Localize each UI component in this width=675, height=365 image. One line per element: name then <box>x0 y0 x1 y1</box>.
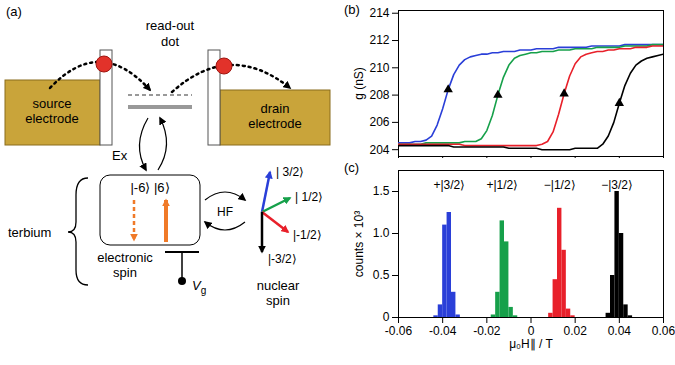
html-text:(b): (b) <box>344 2 360 17</box>
svg-text:source: source <box>32 96 71 111</box>
svg-text:212: 212 <box>369 33 389 47</box>
svg-text:0: 0 <box>527 324 535 338</box>
svg-text:−|1/2⟩: −|1/2⟩ <box>544 178 576 192</box>
svg-text:counts × 10³: counts × 10³ <box>352 211 366 277</box>
svg-text:|-6⟩ |6⟩: |-6⟩ |6⟩ <box>130 180 169 195</box>
svg-text:| 3/2⟩: | 3/2⟩ <box>276 165 304 179</box>
svg-text:-0.04: -0.04 <box>429 324 457 338</box>
svg-text:0.5: 0.5 <box>373 268 390 282</box>
svg-text:Vg: Vg <box>192 278 206 296</box>
svg-text:read-out: read-out <box>146 18 195 33</box>
svg-text:HF: HF <box>217 205 233 219</box>
svg-text:drain: drain <box>261 101 290 116</box>
svg-text:spin: spin <box>113 265 137 280</box>
svg-text:| 1/2⟩: | 1/2⟩ <box>295 190 323 204</box>
svg-text:electrode: electrode <box>25 111 78 126</box>
svg-text:spin: spin <box>266 293 290 308</box>
svg-text:|-1/2⟩: |-1/2⟩ <box>293 228 322 242</box>
svg-text:Ex: Ex <box>112 148 128 163</box>
html-text:(c): (c) <box>344 160 360 175</box>
svg-text:-0.02: -0.02 <box>473 324 501 338</box>
svg-text:1.5: 1.5 <box>373 184 390 198</box>
svg-text:214: 214 <box>369 6 389 20</box>
svg-text:μ₀H∥ / T: μ₀H∥ / T <box>509 337 553 351</box>
svg-text:electronic: electronic <box>97 250 153 265</box>
svg-text:206: 206 <box>369 115 389 129</box>
svg-text:|-3/2⟩: |-3/2⟩ <box>268 252 297 266</box>
svg-text:nuclear: nuclear <box>257 278 300 293</box>
svg-text:+|3/2⟩: +|3/2⟩ <box>433 178 465 192</box>
svg-text:dot: dot <box>161 34 179 49</box>
svg-text:0.02: 0.02 <box>563 324 587 338</box>
svg-text:terbium: terbium <box>8 225 51 240</box>
svg-text:+|1/2⟩: +|1/2⟩ <box>486 178 518 192</box>
svg-text:204: 204 <box>369 143 389 157</box>
svg-text:0.06: 0.06 <box>652 324 675 338</box>
svg-text:electrode: electrode <box>248 116 301 131</box>
svg-text:210: 210 <box>369 61 389 75</box>
svg-text:(a): (a) <box>6 4 22 19</box>
svg-text:1.0: 1.0 <box>373 226 390 240</box>
svg-text:-0.06: -0.06 <box>385 324 413 338</box>
svg-text:g (nS): g (nS) <box>352 67 366 100</box>
svg-text:0: 0 <box>383 310 390 324</box>
svg-text:−|3/2⟩: −|3/2⟩ <box>601 178 633 192</box>
svg-text:0.04: 0.04 <box>608 324 632 338</box>
svg-text:208: 208 <box>369 88 389 102</box>
